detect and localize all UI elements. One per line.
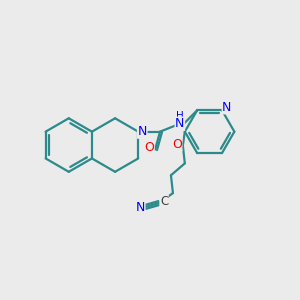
Text: N: N <box>175 117 184 130</box>
Text: O: O <box>172 138 182 151</box>
Text: N: N <box>222 101 232 114</box>
Text: N: N <box>137 125 147 138</box>
Text: H: H <box>176 111 184 121</box>
Text: O: O <box>144 141 154 154</box>
Text: C: C <box>160 194 168 208</box>
Text: N: N <box>136 202 145 214</box>
